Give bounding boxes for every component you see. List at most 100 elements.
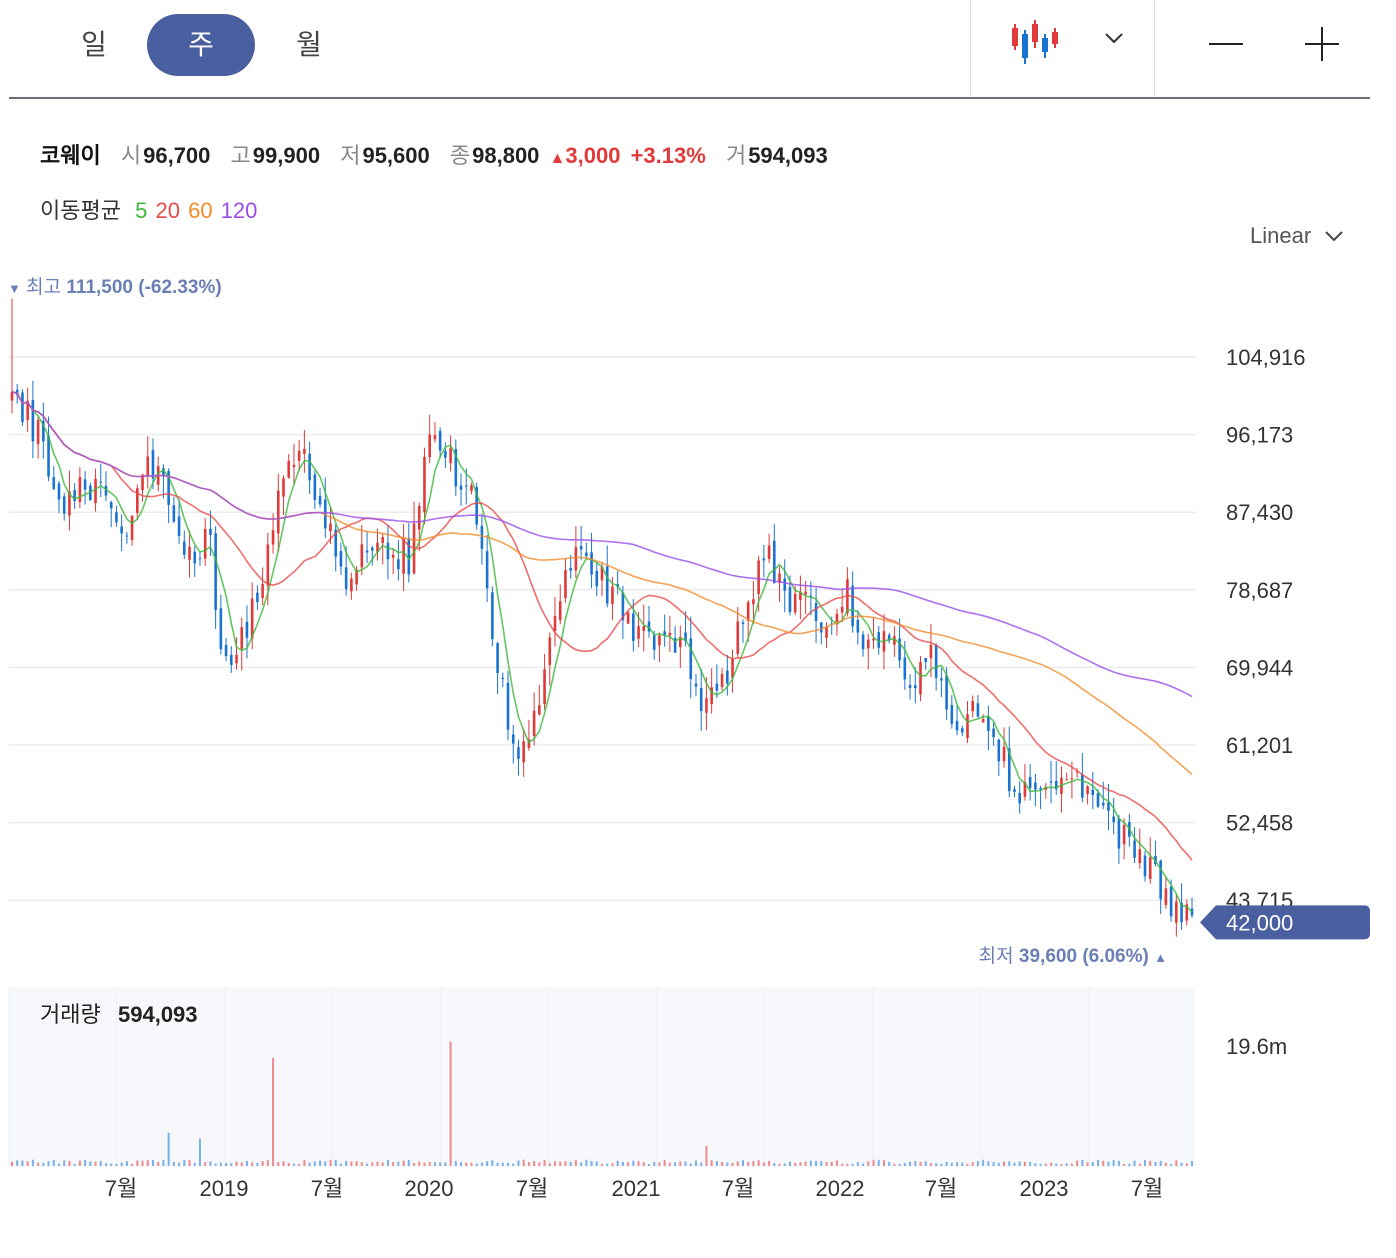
candle-body bbox=[783, 578, 787, 591]
volume-bar bbox=[1013, 1162, 1016, 1166]
candle-body bbox=[694, 683, 698, 687]
candle-body bbox=[459, 485, 463, 490]
candle-body bbox=[26, 400, 29, 420]
candle bbox=[193, 546, 197, 578]
volume-bar bbox=[209, 1161, 212, 1166]
chevron-down-icon[interactable] bbox=[1102, 28, 1126, 48]
volume-bar bbox=[486, 1161, 489, 1166]
candle bbox=[334, 523, 338, 572]
volume-grid bbox=[8, 987, 1090, 1166]
scale-dropdown[interactable]: Linear bbox=[1250, 223, 1345, 249]
candle bbox=[1075, 768, 1079, 778]
volume-bar bbox=[621, 1161, 624, 1166]
volume-bar bbox=[470, 1162, 473, 1166]
volume-bar bbox=[1081, 1159, 1084, 1166]
candle-body bbox=[595, 570, 599, 587]
candle bbox=[423, 447, 426, 525]
volume-bar bbox=[715, 1160, 718, 1166]
candle-body bbox=[282, 478, 285, 497]
tab-daily[interactable]: 일 bbox=[81, 29, 107, 60]
candle-body bbox=[214, 533, 217, 611]
candle-body bbox=[475, 487, 478, 525]
volume-bar bbox=[31, 1159, 34, 1166]
candle bbox=[47, 416, 50, 482]
volume-bar bbox=[366, 1163, 369, 1166]
volume-bar bbox=[475, 1163, 478, 1166]
candle bbox=[104, 471, 108, 502]
volume-bar bbox=[125, 1161, 128, 1166]
candle-body bbox=[819, 622, 823, 633]
volume-bar bbox=[308, 1162, 311, 1166]
x-tick-label: 7월 bbox=[516, 1176, 548, 1201]
candle-body bbox=[658, 635, 661, 646]
candle-body bbox=[960, 728, 964, 733]
volume-bar bbox=[862, 1163, 865, 1166]
volume-bar bbox=[569, 1161, 572, 1166]
candle-body bbox=[621, 592, 625, 621]
candle-body bbox=[454, 449, 458, 487]
candle bbox=[402, 523, 405, 591]
minus-icon[interactable] bbox=[1206, 24, 1246, 64]
candle bbox=[146, 436, 150, 489]
tab-monthly[interactable]: 월 bbox=[296, 29, 322, 60]
volume-bar bbox=[78, 1160, 81, 1166]
candle-body bbox=[313, 474, 317, 500]
candle bbox=[449, 435, 452, 472]
candles bbox=[10, 298, 1194, 937]
candle bbox=[1018, 781, 1021, 814]
volume-bar bbox=[773, 1163, 776, 1166]
candle bbox=[511, 725, 515, 764]
tab-weekly[interactable]: 주 bbox=[147, 14, 255, 76]
open-value: 96,700 bbox=[143, 143, 211, 168]
candlestick-icon[interactable] bbox=[1008, 18, 1064, 68]
low-marker: 최저 39,600 (6.06%) ▲ bbox=[979, 945, 1167, 967]
candle bbox=[1081, 752, 1084, 803]
candle-body bbox=[261, 583, 264, 598]
candle bbox=[887, 632, 891, 644]
candle bbox=[188, 530, 191, 578]
candle bbox=[1049, 761, 1053, 804]
volume-bar bbox=[527, 1162, 530, 1166]
candle-body bbox=[188, 546, 191, 560]
volume-bar bbox=[465, 1162, 468, 1166]
volume-bar bbox=[141, 1160, 144, 1166]
candle-body bbox=[1148, 857, 1152, 879]
candle bbox=[407, 523, 411, 583]
volume-bar bbox=[292, 1163, 295, 1166]
moving-average-legend: 이동평균 5 20 60 120 bbox=[40, 193, 257, 225]
candle-body bbox=[470, 485, 473, 491]
candle-body bbox=[538, 705, 541, 715]
candle bbox=[475, 482, 478, 530]
candle bbox=[36, 416, 40, 459]
candle bbox=[73, 483, 76, 509]
candle-body bbox=[679, 637, 682, 648]
candle-body bbox=[1101, 802, 1105, 806]
candle-body bbox=[773, 540, 776, 584]
volume-bar bbox=[674, 1162, 677, 1166]
candle bbox=[1054, 761, 1058, 795]
candle bbox=[256, 585, 259, 610]
candle-body bbox=[183, 541, 186, 555]
plus-icon[interactable] bbox=[1302, 24, 1342, 64]
candle-body bbox=[997, 739, 1001, 762]
candle-body bbox=[256, 592, 259, 603]
volume-bar bbox=[371, 1162, 374, 1166]
volume-bar bbox=[282, 1161, 285, 1166]
candle bbox=[522, 728, 525, 778]
candle-body bbox=[955, 720, 959, 731]
candle bbox=[1185, 899, 1189, 926]
candle-body bbox=[590, 552, 593, 575]
volume-bar bbox=[684, 1161, 687, 1166]
candle-body bbox=[668, 632, 672, 636]
volume-bar bbox=[856, 1162, 859, 1166]
candle-body bbox=[235, 654, 238, 664]
candle bbox=[1112, 797, 1115, 835]
candle bbox=[1101, 781, 1105, 810]
volume-bar bbox=[762, 1162, 765, 1166]
volume-bar bbox=[642, 1162, 645, 1166]
chevron-down-icon bbox=[1325, 231, 1343, 242]
candle-body bbox=[517, 747, 520, 759]
volume-bar bbox=[783, 1163, 786, 1166]
candle-body bbox=[652, 635, 656, 650]
